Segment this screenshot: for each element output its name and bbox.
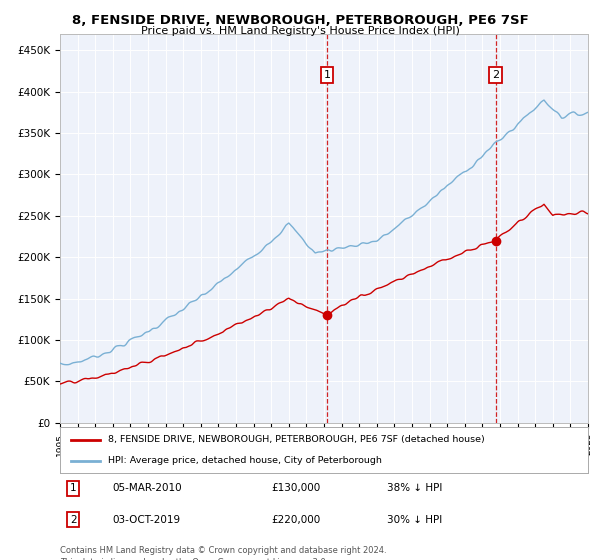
Text: 05-MAR-2010: 05-MAR-2010 xyxy=(113,483,182,493)
Text: Contains HM Land Registry data © Crown copyright and database right 2024.
This d: Contains HM Land Registry data © Crown c… xyxy=(60,546,386,560)
Text: 8, FENSIDE DRIVE, NEWBOROUGH, PETERBOROUGH, PE6 7SF: 8, FENSIDE DRIVE, NEWBOROUGH, PETERBOROU… xyxy=(71,14,529,27)
Text: £220,000: £220,000 xyxy=(271,515,320,525)
Text: 38% ↓ HPI: 38% ↓ HPI xyxy=(388,483,443,493)
Text: 2: 2 xyxy=(70,515,77,525)
Text: 30% ↓ HPI: 30% ↓ HPI xyxy=(388,515,443,525)
Text: £130,000: £130,000 xyxy=(271,483,320,493)
Text: HPI: Average price, detached house, City of Peterborough: HPI: Average price, detached house, City… xyxy=(107,456,382,465)
Text: 1: 1 xyxy=(70,483,77,493)
Text: 03-OCT-2019: 03-OCT-2019 xyxy=(113,515,181,525)
Text: 2: 2 xyxy=(492,70,499,80)
Text: Price paid vs. HM Land Registry's House Price Index (HPI): Price paid vs. HM Land Registry's House … xyxy=(140,26,460,36)
Text: 8, FENSIDE DRIVE, NEWBOROUGH, PETERBOROUGH, PE6 7SF (detached house): 8, FENSIDE DRIVE, NEWBOROUGH, PETERBOROU… xyxy=(107,435,484,444)
Text: 1: 1 xyxy=(323,70,331,80)
